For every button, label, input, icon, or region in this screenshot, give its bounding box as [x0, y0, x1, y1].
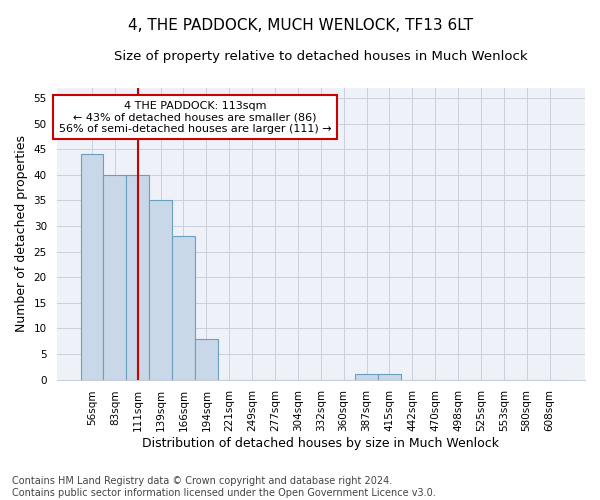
Text: 4 THE PADDOCK: 113sqm
← 43% of detached houses are smaller (86)
56% of semi-deta: 4 THE PADDOCK: 113sqm ← 43% of detached … — [59, 100, 331, 134]
Text: Contains HM Land Registry data © Crown copyright and database right 2024.
Contai: Contains HM Land Registry data © Crown c… — [12, 476, 436, 498]
Bar — [172, 236, 195, 380]
Title: Size of property relative to detached houses in Much Wenlock: Size of property relative to detached ho… — [114, 50, 527, 63]
Bar — [378, 374, 401, 380]
Text: 4, THE PADDOCK, MUCH WENLOCK, TF13 6LT: 4, THE PADDOCK, MUCH WENLOCK, TF13 6LT — [128, 18, 473, 32]
Bar — [80, 154, 103, 380]
Bar — [127, 175, 149, 380]
Y-axis label: Number of detached properties: Number of detached properties — [15, 135, 28, 332]
Bar — [149, 200, 172, 380]
X-axis label: Distribution of detached houses by size in Much Wenlock: Distribution of detached houses by size … — [142, 437, 499, 450]
Bar — [195, 338, 218, 380]
Bar — [103, 175, 127, 380]
Bar — [355, 374, 378, 380]
